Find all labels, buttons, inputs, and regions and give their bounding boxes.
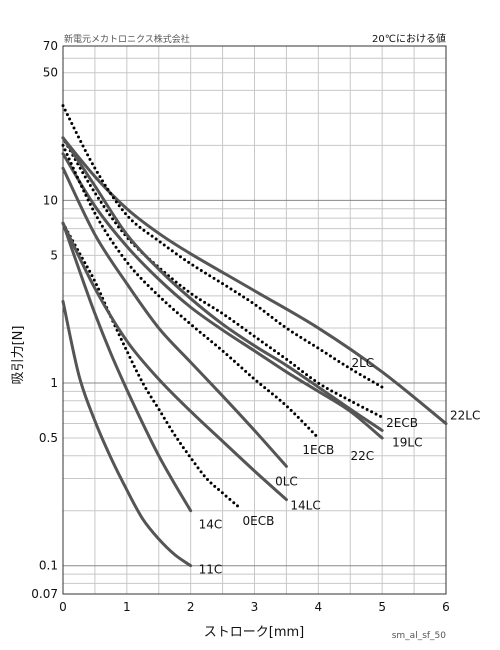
series-line-14lc [61, 221, 288, 502]
y-tick-label: 5 [50, 248, 58, 262]
series-label-0lc: 0LC [275, 474, 298, 488]
series-layer: 22LC 2LC 2ECB 19LC 22C 1ECB 0LC 0ECB 14LC 14C 11C [61, 104, 480, 577]
series-label-22lc: 22LC [450, 409, 480, 423]
series-label-0ecb: 0ECB [243, 514, 275, 528]
plot-frame [62, 45, 447, 595]
y-tick-label: 0.07 [31, 587, 58, 601]
y-axis-title: 吸引力[N] [11, 326, 26, 385]
series-line-22c [61, 152, 384, 440]
x-tick-label: 1 [123, 600, 131, 614]
x-tick-label: 0 [59, 600, 67, 614]
series-line-2lc [61, 104, 384, 389]
series-label-14c: 14C [199, 518, 223, 532]
series-line-0ecb [61, 221, 241, 509]
series-label-14lc: 14LC [290, 499, 320, 513]
y-tick-label: 10 [43, 193, 58, 207]
series-label-2ecb: 2ECB [386, 416, 418, 430]
x-tick-label: 6 [442, 600, 450, 614]
grid [63, 46, 446, 594]
x-tick-label: 2 [187, 600, 195, 614]
series-label-1ecb: 1ECB [302, 443, 334, 457]
series-line-11c [61, 299, 193, 568]
series-line-14c [61, 221, 193, 513]
series-line-2ecb [61, 136, 384, 419]
y-tick-label: 70 [43, 39, 58, 53]
y-tick-label: 0.5 [39, 431, 58, 445]
series-label-2lc: 2LC [351, 356, 374, 370]
y-tick-label: 50 [43, 66, 58, 80]
figure-code: sm_al_sf_50 [392, 631, 447, 641]
x-tick-label: 5 [378, 600, 386, 614]
company-name: 新電元メカトロニクス株式会社 [64, 33, 190, 45]
x-axis-title: ストローク[mm] [204, 625, 304, 640]
y-tick-label: 1 [50, 376, 58, 390]
series-label-19lc: 19LC [392, 435, 422, 449]
x-tick-label: 4 [315, 600, 323, 614]
x-tick-label: 3 [251, 600, 259, 614]
tick-labels: 0 1 2 3 4 5 6 0.07 0.1 0.5 1 5 10 50 70 [31, 39, 450, 614]
series-line-19lc [61, 136, 384, 432]
y-tick-label: 0.1 [39, 559, 58, 573]
series-label-11c: 11C [199, 563, 223, 577]
series-label-22c: 22C [351, 449, 375, 463]
temperature-note: 20℃における値 [372, 32, 446, 45]
series-line-1ecb [61, 143, 320, 440]
series-line-0lc [61, 166, 288, 468]
